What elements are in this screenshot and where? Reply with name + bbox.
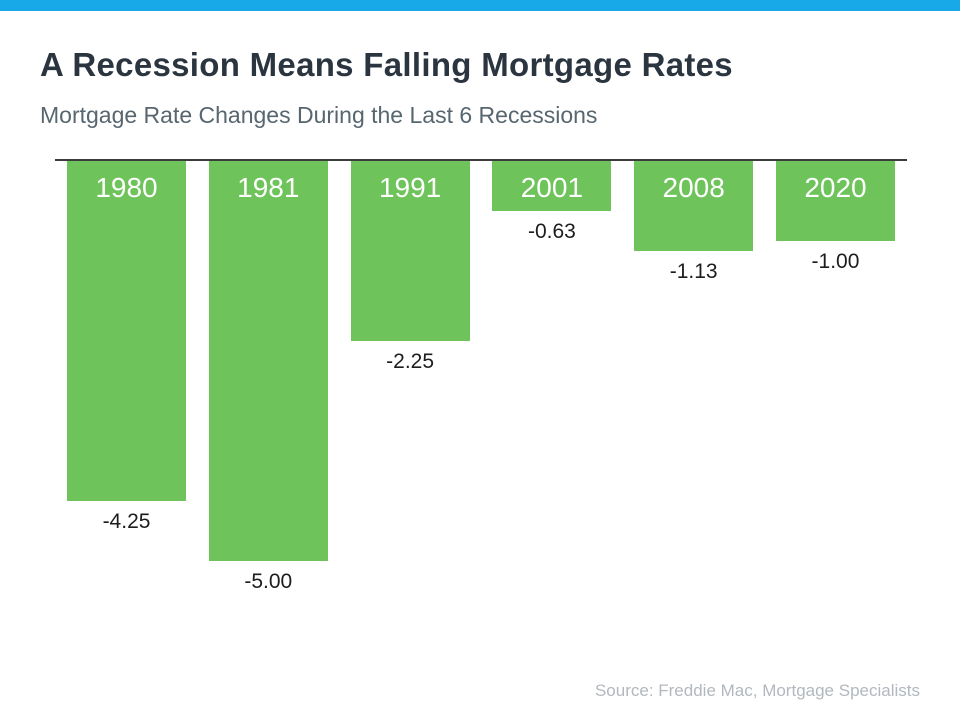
bar-value-label: -2.25: [386, 350, 435, 373]
bar-year-label: 2008: [662, 172, 725, 203]
bar-column: 2020 -1.00: [775, 161, 895, 273]
bar-value-label: -5.00: [244, 570, 293, 593]
top-accent-bar: [0, 0, 960, 11]
bar-value-label: -4.25: [102, 510, 151, 533]
bar-column: 2001 -0.63: [492, 161, 612, 243]
bar-chart: 1980 -4.25 1981 -5.00 1991 -2.25 2001 -0.63 2008…: [55, 159, 907, 592]
bar-2020: 2020: [775, 161, 895, 241]
bar-1980: 1980: [67, 161, 186, 501]
page-subtitle: Mortgage Rate Changes During the Last 6 …: [40, 102, 598, 128]
bar-column: 1981 -5.00: [208, 161, 328, 593]
bar-year-label: 2001: [520, 172, 584, 203]
chart-baseline: [55, 159, 907, 161]
bar-value-label: -0.63: [527, 220, 576, 243]
bar-year-label: 1980: [95, 172, 158, 203]
bar-2001: 2001: [492, 161, 612, 211]
bar-2008: 2008: [634, 161, 754, 251]
bar-year-label: 2020: [804, 172, 867, 203]
bar-value-label: -1.00: [811, 250, 860, 273]
bar-year-label: 1991: [378, 172, 442, 203]
bar-year-label: 1981: [237, 172, 300, 203]
bar-column: 1980 -4.25: [67, 161, 186, 532]
chart-bars: 1980 -4.25 1981 -5.00 1991 -2.25 2001 -0.63 2008…: [55, 161, 907, 592]
bar-column: 2008 -1.13: [634, 161, 754, 283]
bar-column: 1991 -2.25: [350, 161, 470, 373]
bar-1981: 1981: [208, 161, 328, 561]
source-credit: Source: Freddie Mac, Mortgage Specialist…: [594, 681, 920, 700]
bar-1991: 1991: [350, 161, 470, 341]
page-title: A Recession Means Falling Mortgage Rates: [40, 46, 733, 83]
bar-value-label: -1.13: [669, 260, 718, 283]
